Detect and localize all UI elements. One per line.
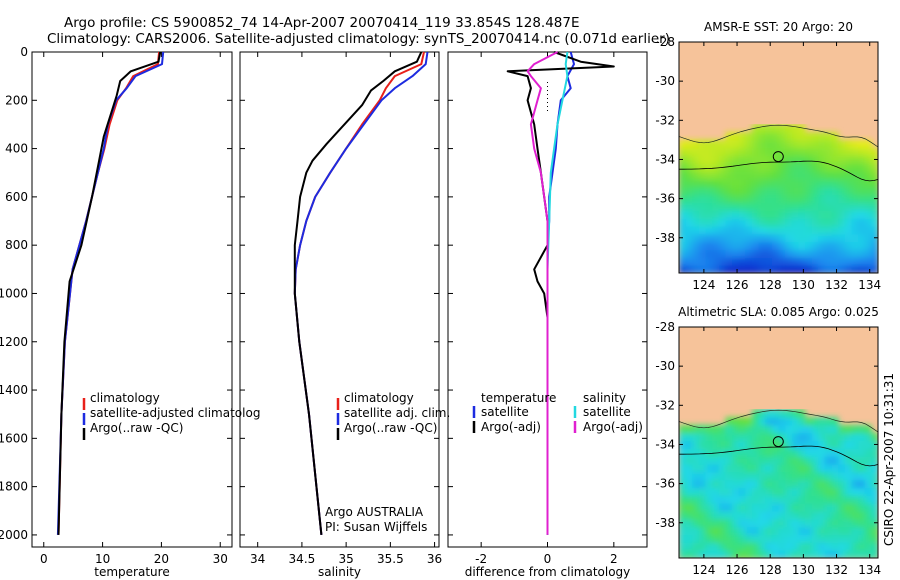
- y-tick-label: 800: [5, 238, 28, 252]
- y-tick-label: 400: [5, 142, 28, 156]
- legend-label-sal-satellite: satellite: [583, 405, 631, 419]
- x-tick-label: 0: [544, 552, 552, 566]
- y-tick-label: -28: [655, 320, 675, 334]
- x-tick-label: 128: [759, 278, 782, 292]
- x-tick-label: 20: [154, 552, 169, 566]
- plot-frame: [31, 51, 233, 548]
- coastline: [679, 124, 878, 148]
- legend-label-argo: Argo(..raw -QC): [344, 421, 437, 435]
- ocean-field: [679, 409, 878, 558]
- x-tick-label: 126: [726, 563, 749, 577]
- plot-frame: [239, 51, 440, 548]
- legend-heading-temperature: temperature: [481, 391, 556, 405]
- y-tick-label: -38: [655, 516, 675, 530]
- x-axis-label: difference from climatology: [465, 565, 631, 579]
- float-position-marker: [772, 151, 784, 163]
- x-axis-label: salinity: [318, 565, 361, 579]
- x-tick-label: 132: [825, 278, 848, 292]
- float-institution-label: Argo AUSTRALIA: [325, 505, 424, 519]
- x-tick-label: 126: [726, 278, 749, 292]
- map-field: [679, 327, 878, 558]
- x-tick-label: 132: [825, 563, 848, 577]
- y-tick-label: 600: [5, 190, 28, 204]
- y-tick-label: 200: [5, 93, 28, 107]
- legend-heading-salinity: salinity: [583, 391, 626, 405]
- map-frame: [678, 41, 879, 274]
- salinity-panel: 34 34.5 35 35.5 36 salinity: [239, 51, 442, 579]
- x-tick-label: 134: [858, 278, 881, 292]
- footer-stamp: CSIRO 22-Apr-2007 10:31:31: [882, 373, 896, 546]
- map-frame: [678, 326, 879, 559]
- legend-label-climatology: climatology: [344, 391, 414, 405]
- x-tick-label: 10: [95, 552, 110, 566]
- coastline: [679, 409, 878, 433]
- figure-title-line1: Argo profile: CS 5900852_74 14-Apr-2007 …: [64, 15, 580, 31]
- x-axis-label: temperature: [94, 565, 169, 579]
- x-tick-label: 36: [427, 552, 442, 566]
- series-line-argo-raw-qc: [293, 51, 423, 536]
- x-tick-label: 34.5: [289, 552, 316, 566]
- legend-label-temp-argo: Argo(-adj): [481, 420, 541, 434]
- float-pi-label: PI: Susan Wijffels: [325, 520, 427, 534]
- legend-label-satellite: satellite adj. clim.: [344, 406, 450, 420]
- x-tick-label: 35: [338, 552, 353, 566]
- shelf-contour: [679, 160, 878, 182]
- x-tick-label: 124: [692, 563, 715, 577]
- x-tick-label: 128: [759, 563, 782, 577]
- y-tick-label: 1400: [0, 383, 28, 397]
- float-position-marker: [772, 436, 784, 448]
- x-tick-label: 130: [792, 278, 815, 292]
- y-tick-label: -30: [655, 359, 675, 373]
- legend-label-climatology: climatology: [90, 391, 160, 405]
- y-tick-label: 2000: [0, 528, 28, 542]
- y-tick-label: 1000: [0, 286, 28, 300]
- legend-label-argo: Argo(..raw -QC): [90, 421, 183, 435]
- y-tick-label: 1800: [0, 480, 28, 494]
- y-tick-label: -36: [655, 192, 675, 206]
- x-tick-label: 0: [40, 552, 48, 566]
- y-tick-label: 1200: [0, 335, 28, 349]
- legend-label-sal-argo: Argo(-adj): [583, 420, 643, 434]
- x-tick-label: 134: [858, 563, 881, 577]
- x-tick-label: -2: [475, 552, 487, 566]
- salinity-legend: climatology satellite adj. clim. Argo(..…: [325, 391, 450, 534]
- x-tick-label: 30: [213, 552, 228, 566]
- y-tick-label: 1600: [0, 431, 28, 445]
- shelf-contour: [679, 445, 878, 467]
- map-title: Altimetric SLA: 0.085 Argo: 0.025: [678, 305, 879, 319]
- y-tick-label: -32: [655, 398, 675, 412]
- y-tick-label: -34: [655, 437, 675, 451]
- x-tick-label: 124: [692, 278, 715, 292]
- map-title: AMSR-E SST: 20 Argo: 20: [704, 20, 853, 34]
- figure-title-line2: Climatology: CARS2006. Satellite-adjuste…: [47, 31, 670, 47]
- x-tick-label: 35.5: [377, 552, 404, 566]
- x-tick-label: 34: [250, 552, 265, 566]
- temperature-legend: climatology satellite-adjusted climatolo…: [82, 391, 260, 440]
- series-line-salinity-argo-adj: [526, 51, 558, 535]
- x-tick-label: 2: [610, 552, 618, 566]
- y-tick-label: -34: [655, 152, 675, 166]
- y-tick-label: -30: [655, 74, 675, 88]
- series-line-argo-raw-qc: [57, 51, 162, 535]
- sst-map-panel: AMSR-E SST: 20 Argo: 20 124 126 128 130 132 13…: [655, 20, 881, 292]
- y-tick-label: -36: [655, 477, 675, 491]
- y-tick-label: -28: [655, 35, 675, 49]
- map-field: [679, 42, 878, 273]
- sla-map-panel: Altimetric SLA: 0.085 Argo: 0.025 124 126 1…: [655, 305, 881, 577]
- x-tick-label: 130: [792, 563, 815, 577]
- y-tick-label: -38: [655, 231, 675, 245]
- y-tick-label: -32: [655, 113, 675, 127]
- legend-label-satellite: satellite-adjusted climatolog: [90, 406, 260, 420]
- legend-label-temp-satellite: satellite: [481, 405, 529, 419]
- ocean-field: [679, 124, 878, 273]
- y-tick-label: 0: [20, 45, 28, 59]
- temperature-panel: 0 10 20 30 0 200 400 600 800 1000 1200 1400 1600 1800…: [0, 45, 233, 579]
- difference-legend: temperature salinity satellite Argo(-adj…: [472, 391, 643, 434]
